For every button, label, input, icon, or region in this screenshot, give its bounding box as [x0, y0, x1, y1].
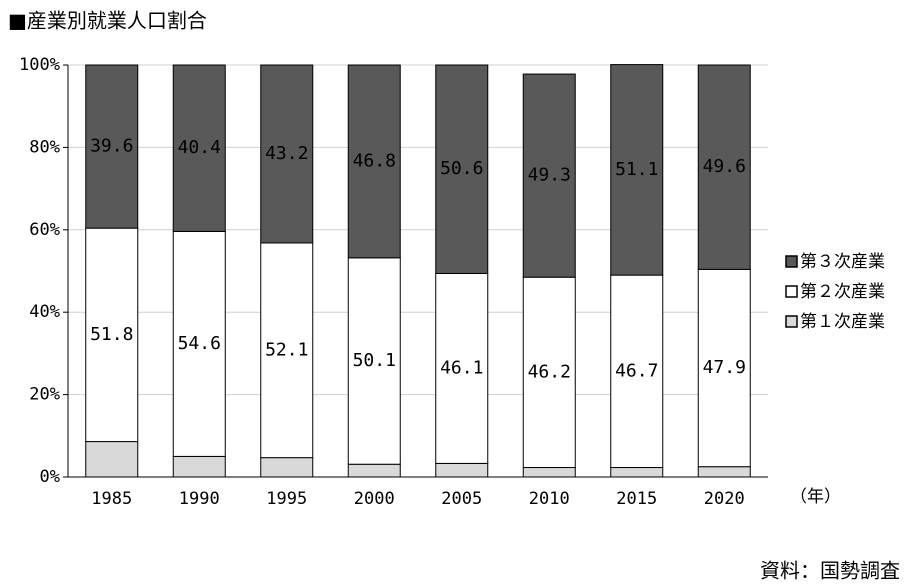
x-tick-label: 2020: [704, 489, 745, 509]
bar-segment: [522, 467, 576, 478]
data-label: 49.3: [528, 165, 571, 186]
data-label: 47.9: [703, 357, 746, 378]
bar-segment: [260, 457, 314, 478]
data-label: 43.2: [265, 143, 308, 164]
data-label: 50.6: [440, 158, 483, 179]
data-label: 51.8: [90, 324, 133, 345]
bar-segment: [610, 274, 664, 469]
y-tick-label: 60%: [29, 220, 60, 240]
bar-segment: [347, 64, 401, 259]
bar-segment: [85, 227, 139, 443]
bar-segment: [172, 64, 226, 232]
x-tick-label: 1990: [179, 489, 220, 509]
bar-segment: [260, 64, 314, 244]
bar-segment: [85, 64, 139, 229]
data-label: 46.8: [353, 150, 396, 171]
bar-segment: [610, 467, 664, 478]
source-note: 資料：国勢調査: [760, 559, 900, 583]
x-tick-label: 2010: [529, 489, 570, 509]
bar-segment: [435, 272, 489, 464]
y-tick-label: 80%: [29, 137, 60, 157]
y-tick-label: 20%: [29, 385, 60, 405]
data-label: 46.2: [528, 361, 571, 382]
data-label: 40.4: [178, 137, 221, 158]
bar-segment: [610, 64, 664, 276]
x-tick-label: 2015: [616, 489, 657, 509]
x-tick-label: 2000: [354, 489, 395, 509]
bar-segment: [172, 455, 226, 478]
bar-segment: [260, 242, 314, 459]
bar-segment: [522, 73, 576, 278]
data-label: 46.1: [440, 357, 483, 378]
bar-segment: [347, 463, 401, 478]
x-tick-label: 1995: [266, 489, 307, 509]
y-tick-label: 40%: [29, 302, 60, 322]
bar-segment: [435, 64, 489, 274]
data-label: 50.1: [353, 350, 396, 371]
legend-swatch: [785, 285, 798, 298]
bar-segment: [435, 462, 489, 478]
bar-segment: [697, 64, 751, 270]
y-tick-label: 0%: [40, 467, 60, 487]
chart-title: ■産業別就業人口割合: [8, 9, 207, 33]
legend-label: 第３次産業: [800, 252, 885, 272]
legend-swatch: [785, 315, 798, 328]
legend-label: 第２次産業: [800, 282, 885, 302]
data-label: 46.7: [615, 360, 658, 381]
legend-swatch: [785, 255, 798, 268]
data-label: 52.1: [265, 339, 308, 360]
x-tick-label: 2005: [441, 489, 482, 509]
x-tick-label: 1985: [91, 489, 132, 509]
data-label: 51.1: [615, 159, 658, 180]
bar-segment: [697, 466, 751, 478]
bar-segment: [85, 441, 139, 478]
legend-label: 第１次産業: [800, 312, 885, 332]
y-tick-label: 100%: [19, 55, 60, 75]
data-label: 54.6: [178, 333, 221, 354]
x-axis-label: （年）: [790, 487, 841, 507]
data-label: 39.6: [90, 136, 133, 157]
bar-segment: [347, 257, 401, 465]
data-label: 49.6: [703, 156, 746, 177]
bar-segment: [697, 268, 751, 468]
